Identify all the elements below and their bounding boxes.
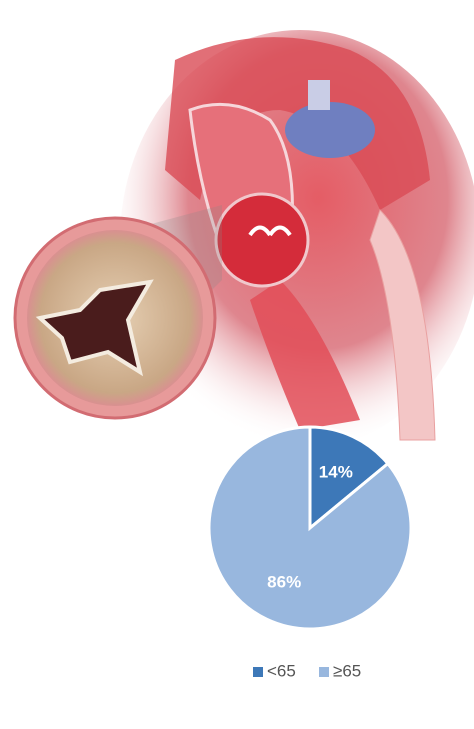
valve-leaflets [248,225,292,237]
valve-highlight [214,192,310,288]
pie-slice [207,425,413,631]
data-label: 14% [319,463,353,482]
wall [369,209,436,441]
legend-swatch [253,667,263,677]
legend-label: <65 [267,661,296,680]
legend-swatch [319,667,329,677]
vessel [285,102,375,158]
aorta [165,37,430,211]
legend-label: ≥65 [333,661,361,680]
valve-opening [35,279,154,377]
pie: 14% 86% [207,425,413,631]
legend: <65 ≥65 [253,661,361,680]
muscle [250,280,360,430]
pie-slice [308,425,390,532]
heart-illustration [13,30,474,450]
vessel-top [308,80,330,110]
data-label: 86% [267,572,301,591]
